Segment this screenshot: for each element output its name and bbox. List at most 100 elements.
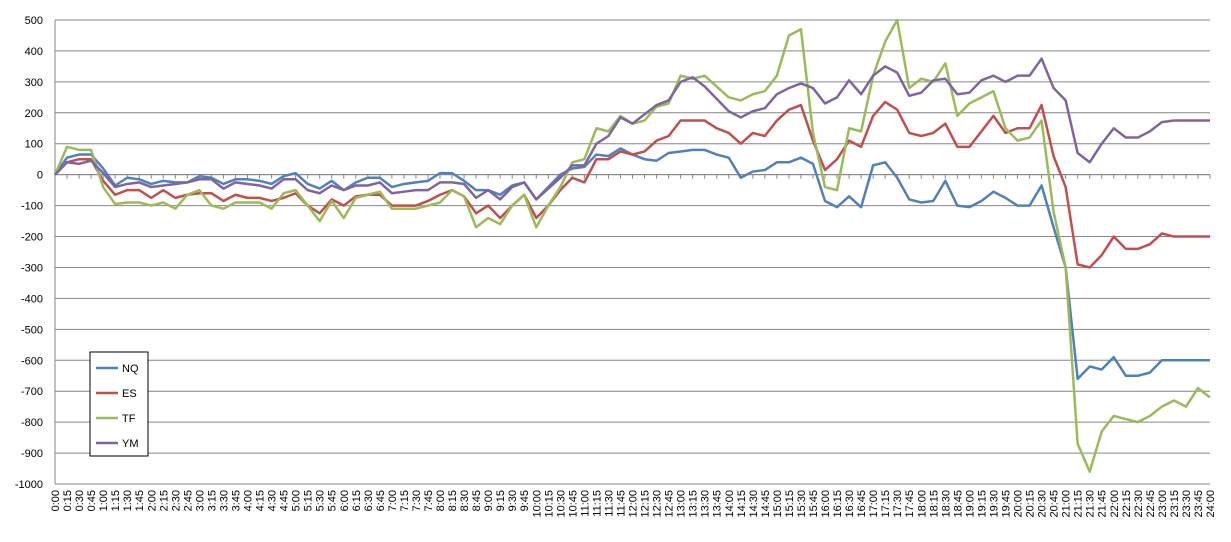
x-tick-label: 1:00 — [98, 490, 110, 511]
y-tick-label: 500 — [25, 15, 43, 27]
x-tick-label: 13:30 — [700, 490, 712, 518]
x-tick-label: 9:15 — [495, 490, 507, 511]
x-tick-label: 8:30 — [459, 490, 471, 511]
x-tick-label: 19:15 — [976, 490, 988, 518]
x-tick-label: 10:45 — [567, 490, 579, 518]
x-tick-label: 18:00 — [916, 490, 928, 518]
x-tick-label: 22:15 — [1121, 490, 1133, 518]
y-tick-label: -900 — [21, 448, 43, 460]
x-tick-label: 0:00 — [50, 490, 62, 511]
x-tick-label: 9:00 — [483, 490, 495, 511]
x-tick-label: 14:15 — [736, 490, 748, 518]
x-tick-label: 13:45 — [712, 490, 724, 518]
x-tick-label: 13:00 — [676, 490, 688, 518]
y-tick-label: -200 — [21, 232, 43, 244]
x-tick-label: 6:00 — [339, 490, 351, 511]
y-tick-label: -1000 — [15, 479, 43, 491]
x-tick-label: 12:15 — [640, 490, 652, 518]
x-tick-label: 17:15 — [880, 490, 892, 518]
x-tick-label: 24:00 — [1205, 490, 1217, 518]
series-line — [53, 18, 1211, 473]
y-tick-label: 300 — [25, 77, 43, 89]
x-tick-label: 8:15 — [447, 490, 459, 511]
x-tick-label: 15:15 — [784, 490, 796, 518]
x-tick-label: 8:00 — [435, 490, 447, 511]
x-tick-label: 11:15 — [591, 490, 603, 517]
x-tick-label: 1:30 — [122, 490, 134, 511]
x-tick-label: 10:00 — [531, 490, 543, 518]
x-tick-label: 0:30 — [74, 490, 86, 511]
x-tick-label: 19:30 — [988, 490, 1000, 518]
x-tick-label: 12:30 — [652, 490, 664, 518]
x-tick-label: 10:30 — [555, 490, 567, 518]
x-tick-label: 9:45 — [519, 490, 531, 511]
y-tick-label: -400 — [21, 293, 43, 305]
x-tick-label: 3:30 — [218, 490, 230, 511]
x-tick-label: 14:30 — [748, 490, 760, 518]
x-tick-label: 16:00 — [820, 490, 832, 518]
x-tick-label: 2:45 — [182, 490, 194, 511]
y-tick-label: -600 — [21, 355, 43, 367]
x-tick-label: 21:30 — [1085, 490, 1097, 518]
x-tick-label: 7:45 — [423, 490, 435, 511]
x-tick-label: 6:45 — [375, 490, 387, 511]
x-tick-label: 20:15 — [1025, 490, 1037, 518]
x-tick-label: 3:45 — [230, 490, 242, 511]
x-tick-label: 2:30 — [170, 490, 182, 511]
x-tick-label: 13:15 — [688, 490, 700, 518]
x-tick-label: 15:30 — [796, 490, 808, 518]
x-tick-label: 8:45 — [471, 490, 483, 511]
y-tick-label: -100 — [21, 201, 43, 213]
x-tick-label: 23:45 — [1193, 490, 1205, 518]
x-tick-label: 4:45 — [279, 490, 291, 511]
x-tick-label: 2:00 — [146, 490, 158, 511]
x-tick-label: 22:00 — [1109, 490, 1121, 518]
y-tick-label: 0 — [37, 170, 43, 182]
x-tick-label: 17:45 — [904, 490, 916, 518]
x-tick-label: 11:00 — [579, 490, 591, 517]
x-tick-label: 3:15 — [206, 490, 218, 511]
x-tick-label: 11:30 — [603, 490, 615, 517]
x-tick-label: 2:15 — [158, 490, 170, 511]
y-tick-label: -800 — [21, 417, 43, 429]
x-tick-label: 5:30 — [315, 490, 327, 511]
x-tick-label: 17:00 — [868, 490, 880, 518]
x-tick-label: 11:45 — [615, 490, 627, 517]
x-tick-label: 7:30 — [411, 490, 423, 511]
x-tick-label: 22:45 — [1145, 490, 1157, 518]
x-tick-label: 7:00 — [387, 490, 399, 511]
x-tick-label: 18:45 — [952, 490, 964, 518]
x-tick-label: 23:00 — [1157, 490, 1169, 518]
x-tick-label: 4:30 — [267, 490, 279, 511]
y-tick-label: -300 — [21, 262, 43, 274]
series-line — [53, 147, 1210, 381]
x-tick-label: 1:15 — [110, 490, 122, 511]
y-tick-label: 200 — [25, 108, 43, 120]
x-tick-label: 6:30 — [363, 490, 375, 511]
x-tick-label: 22:30 — [1133, 490, 1145, 518]
x-tick-label: 20:45 — [1049, 490, 1061, 518]
x-tick-label: 4:15 — [255, 490, 267, 511]
x-tick-label: 3:00 — [194, 490, 206, 511]
legend-box — [89, 351, 149, 457]
series-line — [54, 57, 1210, 201]
x-tick-label: 15:00 — [772, 490, 784, 518]
x-tick-label: 21:15 — [1073, 490, 1085, 518]
x-tick-label: 14:45 — [760, 490, 772, 518]
y-tick-label: 100 — [25, 139, 43, 151]
x-tick-label: 15:45 — [808, 490, 820, 518]
x-tick-label: 5:45 — [327, 490, 339, 511]
x-tick-label: 16:30 — [844, 490, 856, 518]
x-tick-label: 16:15 — [832, 490, 844, 518]
x-tick-label: 1:45 — [134, 490, 146, 511]
x-tick-label: 6:15 — [351, 490, 363, 511]
x-tick-label: 14:00 — [724, 490, 736, 518]
y-tick-label: -500 — [21, 324, 43, 336]
x-tick-label: 21:00 — [1061, 490, 1073, 518]
x-tick-label: 18:15 — [928, 490, 940, 518]
x-tick-label: 20:30 — [1037, 490, 1049, 518]
series-line — [54, 100, 1210, 269]
x-tick-label: 5:00 — [291, 490, 303, 511]
